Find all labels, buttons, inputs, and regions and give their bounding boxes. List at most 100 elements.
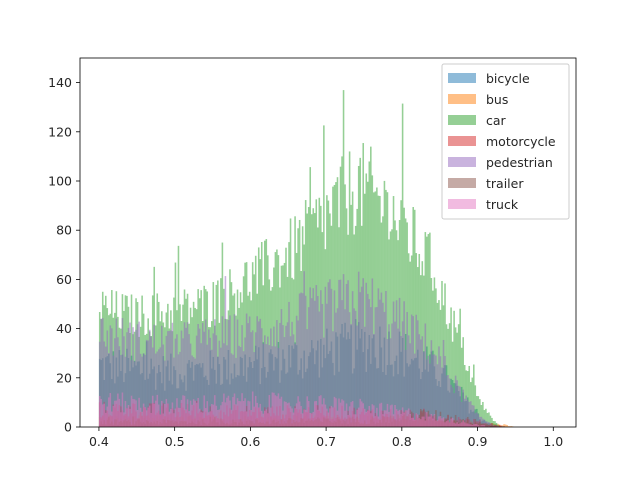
bar-truck <box>209 411 212 427</box>
bar-pedestrian <box>214 319 216 427</box>
bar-pedestrian <box>312 288 315 427</box>
bar-pedestrian <box>373 333 375 427</box>
bar-pedestrian <box>360 286 363 427</box>
bar-pedestrian <box>276 320 278 427</box>
legend-swatch-bus <box>448 94 476 104</box>
bar-pedestrian <box>406 312 408 427</box>
bar-truck <box>427 416 430 427</box>
bar-car <box>451 341 454 427</box>
bar-truck <box>448 422 451 427</box>
bar-pedestrian <box>315 285 318 427</box>
bar-truck <box>197 397 199 427</box>
bar-pedestrian <box>285 325 287 427</box>
bar-pedestrian <box>479 416 481 427</box>
bar-truck <box>256 402 258 427</box>
bar-pedestrian <box>459 386 461 427</box>
bar-truck <box>130 395 133 427</box>
bar-pedestrian <box>392 301 395 427</box>
bar-car <box>400 200 402 427</box>
x-tick-label: 0.5 <box>165 434 185 449</box>
bar-truck <box>291 408 293 427</box>
bar-truck <box>139 407 142 427</box>
bar-car <box>350 204 352 427</box>
bar-pedestrian <box>462 389 464 427</box>
bar-truck <box>438 416 440 427</box>
bar-truck <box>268 395 271 427</box>
y-tick-label: 100 <box>48 174 72 189</box>
bar-pedestrian <box>229 315 231 427</box>
bar-pedestrian <box>235 357 237 427</box>
bar-truck <box>201 412 204 427</box>
bar-truck <box>250 410 252 427</box>
bar-pedestrian <box>264 335 266 427</box>
bar-truck <box>165 398 168 427</box>
bar-car <box>389 231 392 427</box>
bar-truck <box>189 400 192 427</box>
bar-pedestrian <box>416 320 419 427</box>
bar-pedestrian <box>185 327 187 427</box>
bar-pedestrian <box>136 324 139 427</box>
bar-pedestrian <box>410 314 413 427</box>
bar-pedestrian <box>139 353 142 427</box>
bar-pedestrian <box>426 359 428 427</box>
bar-pedestrian <box>450 384 452 427</box>
bar-car <box>485 408 487 427</box>
bar-car <box>265 239 268 427</box>
bar-pedestrian <box>321 303 324 427</box>
bar-truck <box>312 411 315 427</box>
bar-pedestrian <box>380 292 383 427</box>
bar-truck <box>236 398 239 427</box>
bar-pedestrian <box>170 330 172 427</box>
bar-truck <box>173 413 175 427</box>
bar-truck <box>235 404 237 427</box>
bar-truck <box>106 406 109 427</box>
bar-truck <box>323 398 325 427</box>
bar-pedestrian <box>463 398 466 427</box>
bar-truck <box>103 403 106 427</box>
bar-truck <box>338 398 340 427</box>
bar-car <box>453 310 455 427</box>
bar-pedestrian <box>468 401 471 427</box>
bar-truck <box>233 393 236 427</box>
bar-pedestrian <box>251 330 254 427</box>
bar-pedestrian <box>432 354 434 427</box>
bar-car <box>441 280 443 427</box>
bar-pedestrian <box>250 332 252 427</box>
bar-car <box>459 308 461 427</box>
bar-pedestrian <box>407 335 410 427</box>
bar-pedestrian <box>374 307 377 427</box>
bar-truck <box>488 426 490 427</box>
bar-pedestrian <box>291 321 293 427</box>
bar-pedestrian <box>324 286 327 427</box>
bar-pedestrian <box>182 338 184 427</box>
bar-pedestrian <box>298 293 301 427</box>
bar-truck <box>418 418 421 427</box>
bar-pedestrian <box>247 323 249 427</box>
bar-car <box>356 208 358 427</box>
bar-car <box>489 415 492 427</box>
bar-pedestrian <box>357 271 360 427</box>
bar-truck <box>142 403 145 427</box>
bar-car <box>497 424 499 427</box>
bar-pedestrian <box>424 323 427 427</box>
bar-pedestrian <box>436 364 439 427</box>
bar-bus <box>504 424 507 427</box>
bar-truck <box>223 393 225 427</box>
bar-pedestrian <box>267 336 269 427</box>
x-tick-label: 0.9 <box>468 434 488 449</box>
legend-label-truck: truck <box>486 197 519 212</box>
bar-pedestrian <box>391 323 393 427</box>
bar-pedestrian <box>245 313 248 427</box>
bar-pedestrian <box>371 278 374 427</box>
legend: bicycle bus car motorcycle pedestrian trailer… <box>441 63 570 220</box>
bar-truck <box>388 411 390 427</box>
legend-swatch-trailer <box>448 178 476 188</box>
bar-truck <box>420 419 422 427</box>
bar-pedestrian <box>206 344 209 427</box>
bar-truck <box>301 413 304 427</box>
bar-pedestrian <box>120 355 122 427</box>
bar-pedestrian <box>158 349 160 427</box>
bar-pedestrian <box>176 334 178 427</box>
bar-truck <box>270 407 272 427</box>
